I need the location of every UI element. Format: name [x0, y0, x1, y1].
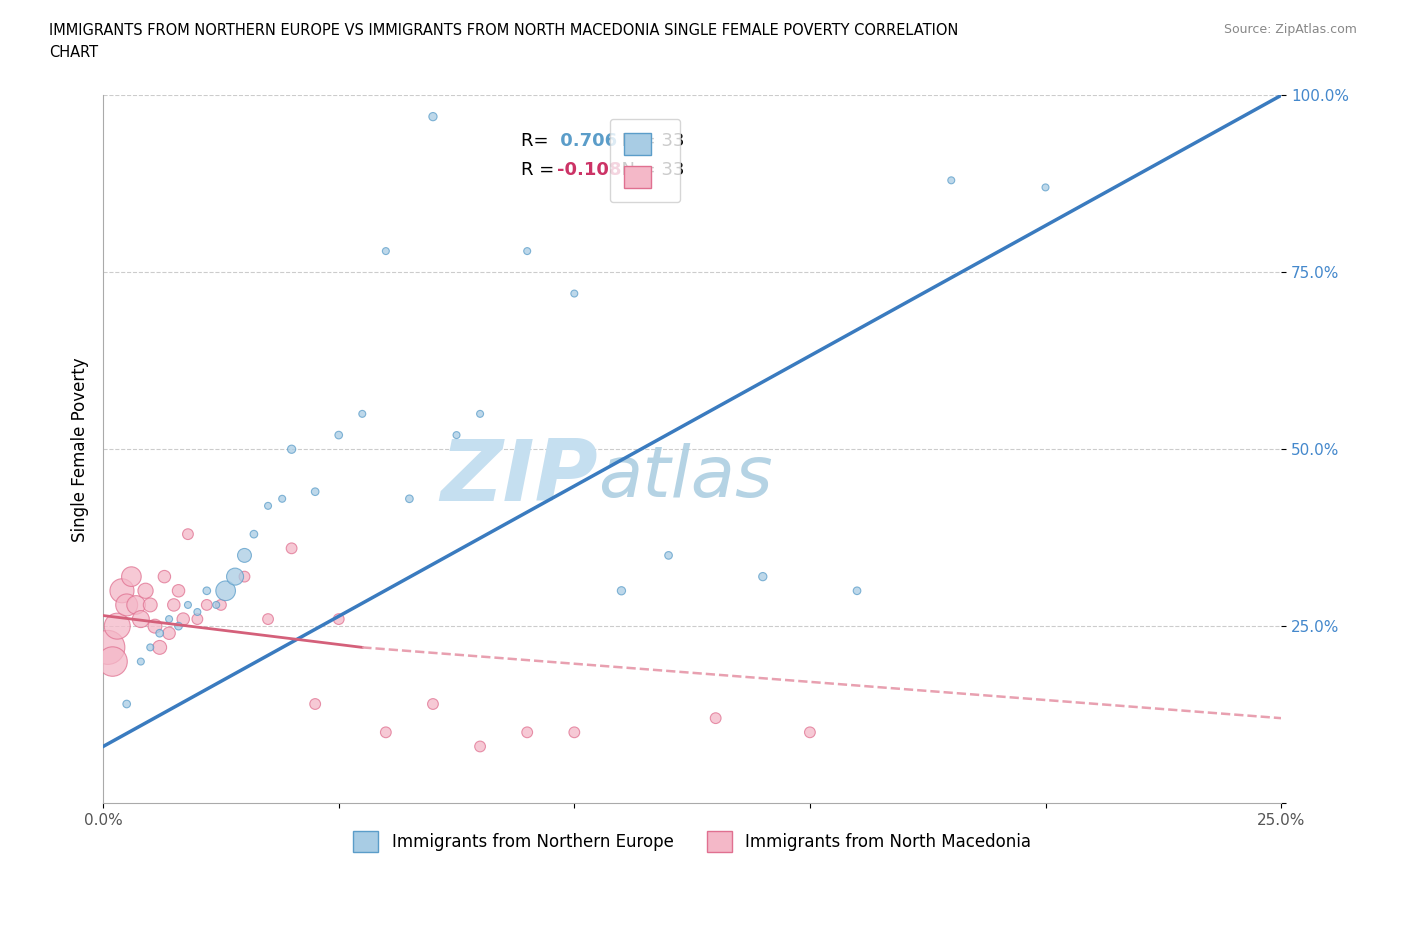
Text: ZIP: ZIP — [440, 436, 598, 519]
Point — [120, 569, 142, 584]
Point — [704, 711, 727, 725]
Point — [304, 697, 326, 711]
Point — [468, 739, 491, 754]
Point — [280, 442, 302, 457]
Point — [233, 548, 256, 563]
Point — [516, 244, 538, 259]
Point — [398, 491, 420, 506]
Point — [422, 109, 444, 124]
Point — [149, 640, 172, 655]
Text: CHART: CHART — [49, 45, 98, 60]
Point — [214, 583, 236, 598]
Text: N = 33: N = 33 — [610, 161, 685, 179]
Point — [243, 526, 266, 541]
Point — [115, 697, 138, 711]
Text: IMMIGRANTS FROM NORTHERN EUROPE VS IMMIGRANTS FROM NORTH MACEDONIA SINGLE FEMALE: IMMIGRANTS FROM NORTHERN EUROPE VS IMMIG… — [49, 23, 959, 38]
Point — [135, 583, 157, 598]
Text: atlas: atlas — [598, 443, 772, 512]
Y-axis label: Single Female Poverty: Single Female Poverty — [72, 357, 89, 541]
Point — [195, 597, 218, 612]
Point — [129, 654, 152, 669]
Point — [167, 618, 190, 633]
Point — [1035, 180, 1057, 195]
Point — [153, 569, 176, 584]
Point — [374, 244, 396, 259]
Point — [233, 569, 256, 584]
Point — [157, 626, 180, 641]
Point — [129, 612, 152, 627]
Point — [125, 597, 148, 612]
Point — [115, 597, 138, 612]
Point — [157, 612, 180, 627]
Point — [752, 569, 775, 584]
Point — [195, 583, 218, 598]
Point — [139, 640, 162, 655]
Point — [172, 612, 194, 627]
Point — [304, 485, 326, 499]
Point — [224, 569, 246, 584]
Point — [352, 406, 374, 421]
Text: N = 33: N = 33 — [610, 132, 685, 151]
Point — [167, 583, 190, 598]
Text: 0.706: 0.706 — [554, 132, 617, 151]
Point — [799, 724, 821, 739]
Point — [149, 626, 172, 641]
Text: -0.108: -0.108 — [557, 161, 621, 179]
Point — [97, 640, 120, 655]
Point — [139, 597, 162, 612]
Text: Source: ZipAtlas.com: Source: ZipAtlas.com — [1223, 23, 1357, 36]
Point — [163, 597, 186, 612]
Point — [257, 612, 280, 627]
Legend: Immigrants from Northern Europe, Immigrants from North Macedonia: Immigrants from Northern Europe, Immigra… — [346, 825, 1038, 858]
Point — [468, 406, 491, 421]
Text: R=: R= — [522, 132, 554, 151]
Point — [374, 724, 396, 739]
Point — [177, 597, 200, 612]
Point — [186, 604, 208, 619]
Point — [610, 583, 633, 598]
Point — [209, 597, 232, 612]
Point — [280, 541, 302, 556]
Point — [205, 597, 228, 612]
Point — [257, 498, 280, 513]
Point — [562, 724, 585, 739]
Point — [105, 618, 128, 633]
Point — [111, 583, 134, 598]
Point — [516, 724, 538, 739]
Point — [177, 526, 200, 541]
Point — [846, 583, 869, 598]
Point — [328, 612, 350, 627]
Point — [271, 491, 294, 506]
Point — [101, 654, 124, 669]
Point — [562, 286, 585, 301]
Point — [658, 548, 681, 563]
Point — [328, 428, 350, 443]
Point — [422, 697, 444, 711]
Point — [143, 618, 166, 633]
Point — [446, 428, 468, 443]
Point — [186, 612, 208, 627]
Point — [941, 173, 963, 188]
Text: R =: R = — [522, 161, 561, 179]
